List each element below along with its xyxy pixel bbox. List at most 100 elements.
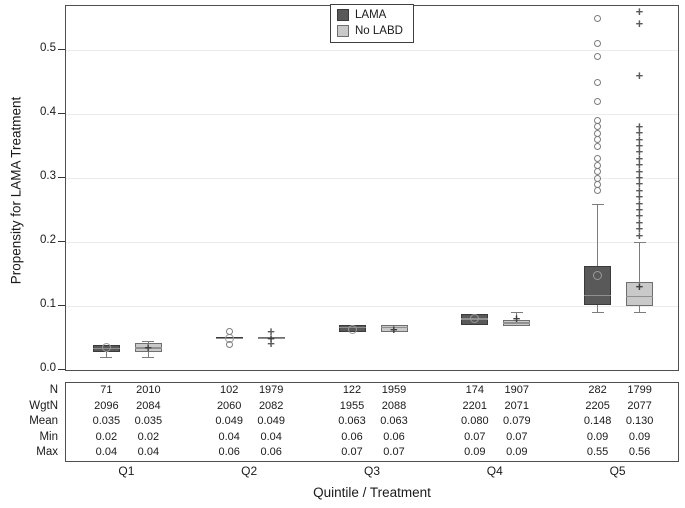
stats-cell: 1907 xyxy=(504,384,530,396)
outlier-plus-marker: + xyxy=(635,170,644,185)
outlier-plus-marker: + xyxy=(267,330,275,346)
stats-cell: 1979 xyxy=(258,384,284,396)
stats-cell: 1959 xyxy=(381,384,407,396)
stats-cell: 0.04 xyxy=(260,430,282,443)
stats-cell: 1955 xyxy=(339,399,365,412)
legend-item-no-labd: No LABD xyxy=(337,23,403,39)
outlier-plus-marker: + xyxy=(635,138,644,153)
y-tick-label: 0.0 xyxy=(40,362,56,374)
outlier-plus-marker: + xyxy=(390,321,398,337)
stats-cell: 0.56 xyxy=(628,446,651,459)
outlier-circle-marker xyxy=(594,187,602,195)
outlier-plus-marker: + xyxy=(635,182,644,198)
stats-cell: 0.06 xyxy=(260,446,282,459)
stats-cell: 2071 xyxy=(504,399,530,412)
box-no-labd xyxy=(626,281,654,306)
legend-label-no-labd: No LABD xyxy=(355,25,403,37)
lama-swatch-icon xyxy=(337,9,349,21)
outlier-circle-marker xyxy=(594,142,602,150)
outlier-plus-marker: + xyxy=(635,3,644,19)
stats-cell: 0.07 xyxy=(341,446,363,459)
upper-whisker-cap xyxy=(633,242,646,243)
outlier-plus-marker: + xyxy=(144,339,152,355)
stats-cell: 0.06 xyxy=(341,430,363,443)
stats-cell: 0.04 xyxy=(218,430,240,443)
outlier-circle-marker xyxy=(225,328,233,336)
median-line xyxy=(626,295,654,298)
outlier-plus-marker: + xyxy=(635,227,644,243)
stats-cell: 2205 xyxy=(585,399,610,412)
stats-cell: 282 xyxy=(588,384,607,396)
stats-cell: 0.02 xyxy=(137,430,160,443)
y-axis-title: Propensity for LAMA Treatment xyxy=(8,96,24,285)
median-line xyxy=(503,322,531,324)
stats-cell: 0.02 xyxy=(95,430,118,443)
outlier-circle-marker xyxy=(225,340,233,348)
legend-label-lama: LAMA xyxy=(355,9,387,21)
outlier-plus-marker: + xyxy=(635,176,644,192)
y-tick-label: 0.4 xyxy=(40,106,56,118)
gridline xyxy=(66,178,678,179)
stats-cell: 0.07 xyxy=(464,430,486,443)
outlier-circle-marker xyxy=(594,78,602,86)
category-label: Q1 xyxy=(118,464,135,478)
y-tick-label: 0.3 xyxy=(40,170,56,182)
lower-whisker-cap xyxy=(633,311,646,313)
lower-whisker xyxy=(597,304,599,312)
stats-cell: 2060 xyxy=(216,399,242,412)
stats-cell: 0.06 xyxy=(383,430,405,443)
lower-whisker xyxy=(147,352,149,358)
stats-cell: 122 xyxy=(342,384,362,396)
outlier-plus-marker: + xyxy=(635,16,644,32)
stats-cell: 2201 xyxy=(462,399,488,412)
legend: LAMA No LABD xyxy=(330,4,414,43)
stats-cell: 0.063 xyxy=(338,415,366,428)
outlier-circle-marker xyxy=(593,270,603,280)
stats-cell: 102 xyxy=(220,384,239,396)
upper-whisker xyxy=(639,242,641,282)
outlier-circle-marker xyxy=(470,314,480,324)
stats-row-label: WgtN xyxy=(29,399,58,412)
outlier-plus-marker: + xyxy=(635,214,644,230)
box-no-labd xyxy=(380,325,408,332)
stats-row-label: Min xyxy=(39,430,58,443)
stats-table: 71 2010 102 1979 122 1959 174 1907 282 1799 2096 20… xyxy=(65,382,679,462)
plot-area: + + + + + + + + + + + + + + + + + + + + + + + + + + + + xyxy=(65,5,679,371)
outlier-circle-marker xyxy=(594,40,602,48)
upper-whisker-cap xyxy=(510,312,523,314)
lower-whisker xyxy=(639,306,641,312)
stats-cell: 0.049 xyxy=(257,415,285,428)
stats-row-label: Mean xyxy=(29,415,58,428)
outlier-circle-marker xyxy=(594,52,602,60)
stats-cell: 0.130 xyxy=(625,415,654,428)
stats-cell: 0.049 xyxy=(215,415,243,428)
stats-cell: 0.09 xyxy=(506,446,528,459)
outlier-plus-marker: + xyxy=(267,323,275,339)
outlier-plus-marker: + xyxy=(635,208,644,224)
category-label: Q5 xyxy=(609,464,626,478)
stats-cell: 0.063 xyxy=(380,415,408,428)
outlier-plus-marker: + xyxy=(635,131,644,147)
outlier-plus-marker: + xyxy=(635,195,644,211)
outlier-plus-marker: + xyxy=(635,189,644,205)
x-axis-title: Quintile / Treatment xyxy=(313,485,431,500)
gridline xyxy=(66,242,678,243)
median-line xyxy=(134,347,162,349)
stats-cell: 0.035 xyxy=(134,415,163,428)
lower-whisker-cap xyxy=(142,357,155,359)
legend-item-lama: LAMA xyxy=(337,7,403,23)
gridline xyxy=(66,114,678,115)
stats-cell: 2088 xyxy=(381,399,407,412)
stats-cell: 2084 xyxy=(136,399,161,412)
median-line xyxy=(257,337,285,340)
stats-row-label: Max xyxy=(36,446,58,459)
upper-whisker xyxy=(516,312,518,321)
outlier-plus-marker: + xyxy=(512,311,521,327)
stats-cell: 2082 xyxy=(258,399,284,412)
outlier-plus-marker: + xyxy=(635,157,644,173)
stats-cell: 2010 xyxy=(136,384,161,396)
outlier-plus-marker: + xyxy=(635,125,644,141)
lower-whisker xyxy=(105,352,107,358)
stats-cell: 0.079 xyxy=(503,415,531,428)
